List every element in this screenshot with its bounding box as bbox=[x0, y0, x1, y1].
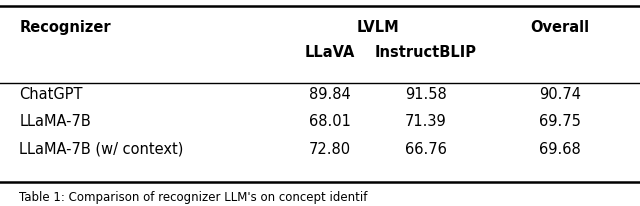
Text: 68.01: 68.01 bbox=[308, 114, 351, 129]
Text: InstructBLIP: InstructBLIP bbox=[374, 45, 477, 60]
Text: 71.39: 71.39 bbox=[404, 114, 447, 129]
Text: 66.76: 66.76 bbox=[404, 142, 447, 157]
Text: LLaVA: LLaVA bbox=[305, 45, 355, 60]
Text: 89.84: 89.84 bbox=[308, 87, 351, 102]
Text: LVLM: LVLM bbox=[356, 20, 399, 35]
Text: LLaMA-7B: LLaMA-7B bbox=[19, 114, 91, 129]
Text: Table 1: Comparison of recognizer LLM's on concept identif: Table 1: Comparison of recognizer LLM's … bbox=[19, 191, 367, 204]
Text: 69.68: 69.68 bbox=[539, 142, 581, 157]
Text: Recognizer: Recognizer bbox=[19, 20, 111, 35]
Text: 91.58: 91.58 bbox=[404, 87, 447, 102]
Text: 72.80: 72.80 bbox=[308, 142, 351, 157]
Text: LLaMA-7B (w/ context): LLaMA-7B (w/ context) bbox=[19, 142, 184, 157]
Text: ChatGPT: ChatGPT bbox=[19, 87, 83, 102]
Text: 90.74: 90.74 bbox=[539, 87, 581, 102]
Text: 69.75: 69.75 bbox=[539, 114, 581, 129]
Text: Overall: Overall bbox=[531, 20, 589, 35]
